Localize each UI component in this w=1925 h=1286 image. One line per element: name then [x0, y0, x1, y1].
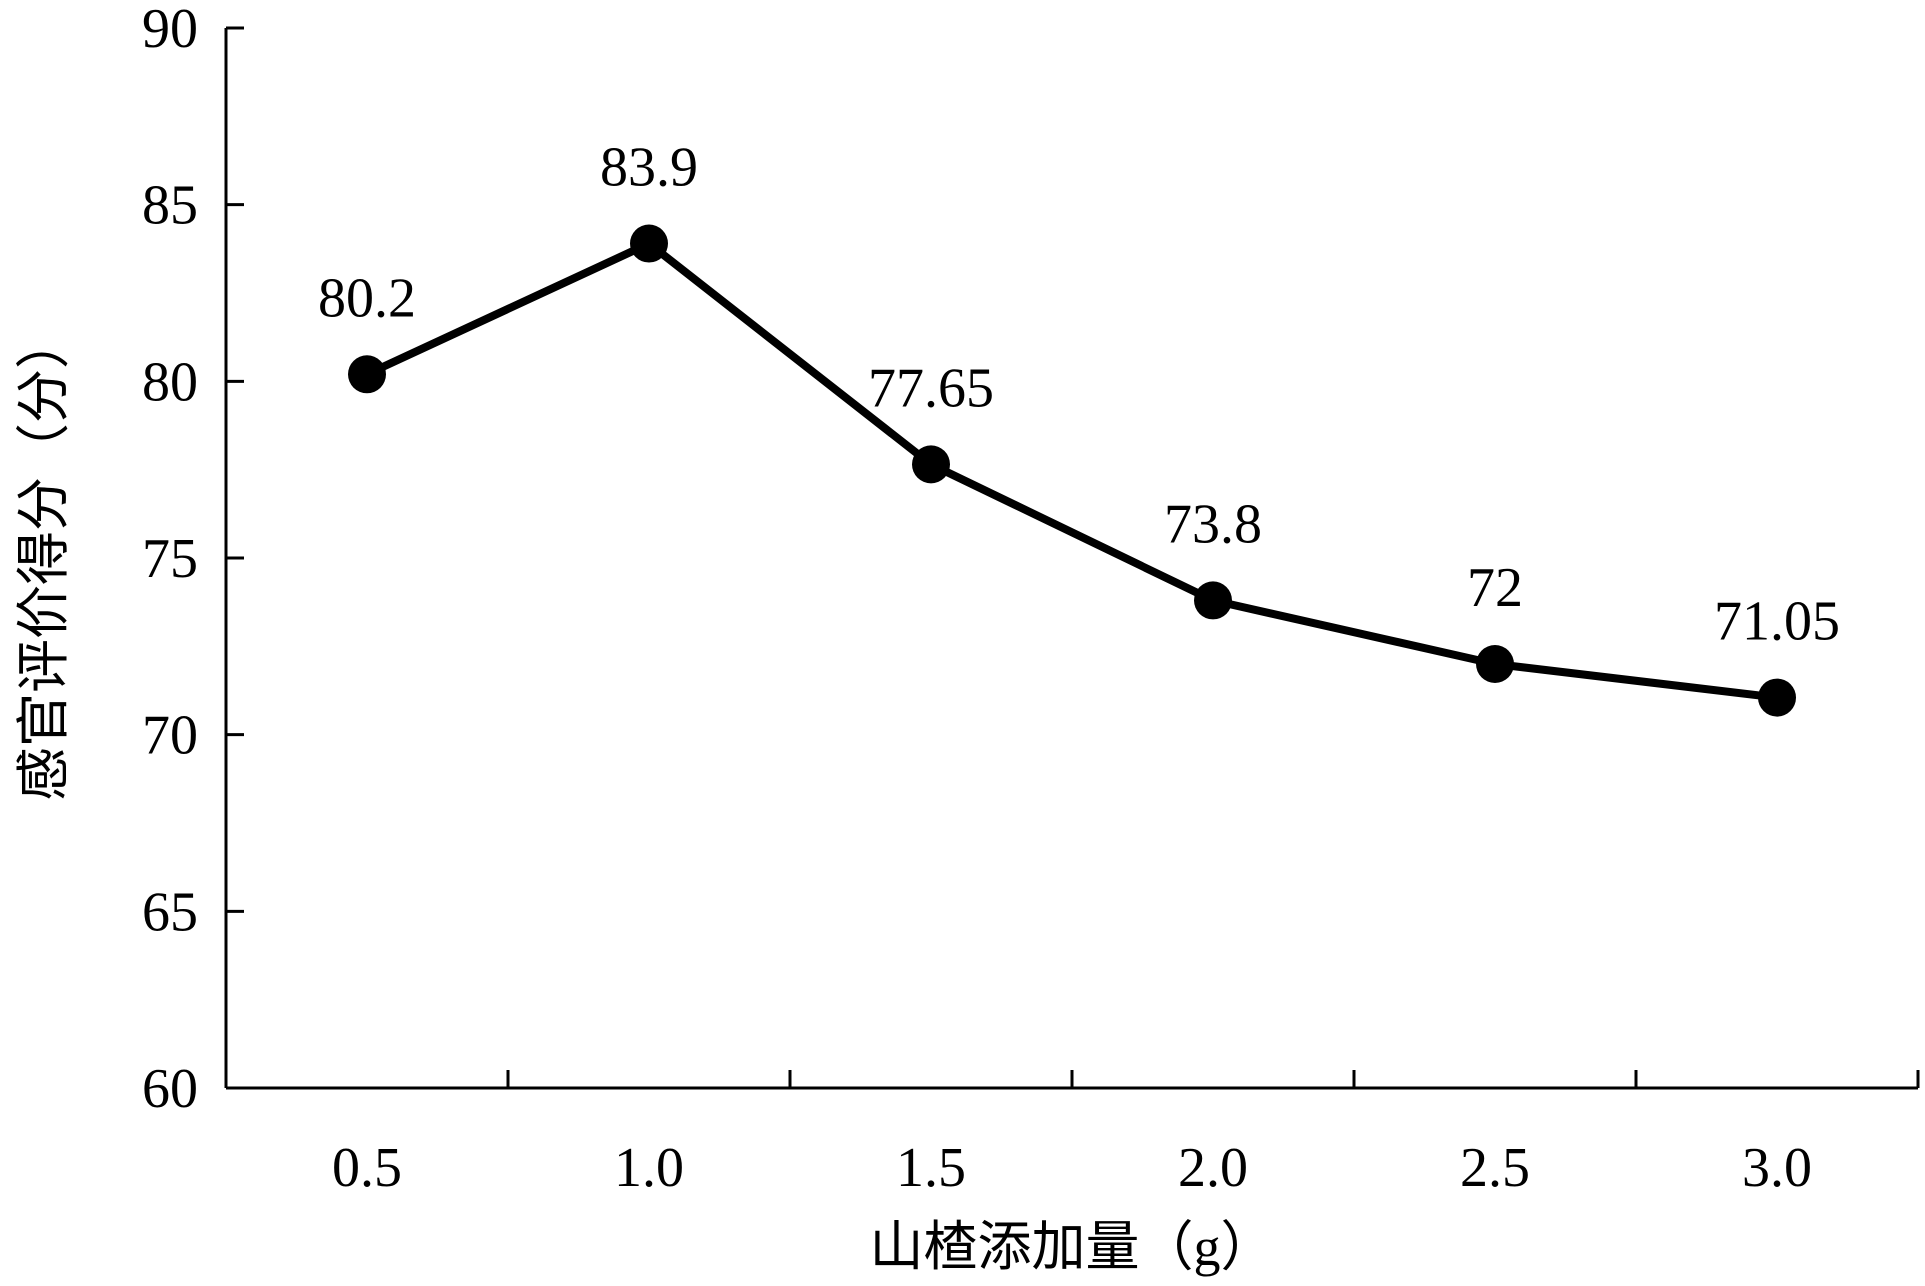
data-point [348, 355, 386, 394]
y-tick-label: 90 [142, 0, 198, 60]
data-point [630, 224, 668, 263]
y-axis-ticks: 60 65 70 75 80 85 90 [142, 0, 244, 1120]
y-tick-label: 70 [142, 705, 198, 767]
x-axis-label: 山楂添加量（g） [870, 1217, 1275, 1277]
axes [224, 28, 1918, 1090]
y-axis-label: 感官评价得分（分） [14, 315, 74, 801]
data-label: 83.9 [600, 137, 698, 199]
x-tick-label: 2.0 [1178, 1137, 1248, 1199]
series-line [365, 239, 1778, 702]
data-points [348, 224, 1796, 717]
x-axis-ticks: 0.5 1.0 1.5 2.0 2.5 3.0 [332, 1070, 1920, 1199]
data-label: 73.8 [1164, 493, 1262, 555]
x-tick-label: 2.5 [1460, 1137, 1530, 1199]
x-tick-label: 3.0 [1742, 1137, 1812, 1199]
y-tick-label: 75 [142, 528, 198, 590]
x-tick-label: 1.0 [614, 1137, 684, 1199]
x-tick-label: 1.5 [896, 1137, 966, 1199]
data-label: 72 [1467, 557, 1523, 619]
y-tick-label: 80 [142, 351, 198, 413]
y-tick-label: 60 [142, 1058, 198, 1120]
x-tick-label: 0.5 [332, 1137, 402, 1199]
data-labels: 80.2 83.9 77.65 73.8 72 71.05 [318, 137, 1840, 653]
data-label: 71.05 [1714, 591, 1840, 653]
data-label: 80.2 [318, 267, 416, 329]
y-tick-label: 65 [142, 881, 198, 943]
data-point [912, 445, 950, 484]
data-point [1758, 678, 1796, 717]
data-point [1476, 645, 1514, 683]
series-polyline [365, 239, 1778, 702]
data-label: 77.65 [868, 357, 994, 419]
data-point [1194, 581, 1232, 620]
y-tick-label: 85 [142, 175, 198, 237]
